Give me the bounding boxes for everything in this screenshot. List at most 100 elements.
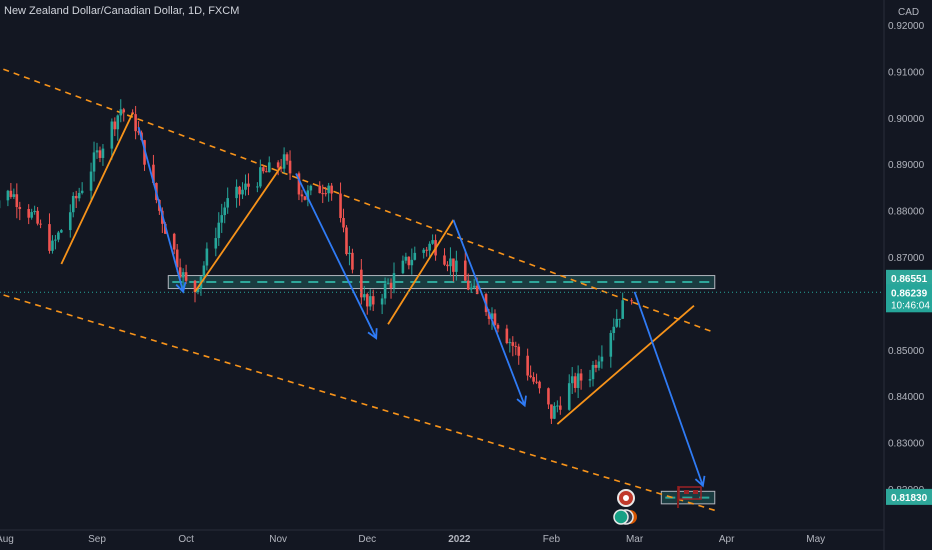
y-tick-label: 0.88000: [888, 207, 925, 218]
candle-down: [547, 388, 550, 405]
candle-up: [119, 109, 123, 116]
candle-up: [449, 258, 452, 267]
y-tick-label: 0.83000: [888, 439, 925, 450]
swing-down-arrow-head: [516, 395, 527, 408]
candle-down: [247, 183, 250, 187]
candle-down: [36, 210, 39, 224]
candle-down: [526, 355, 529, 376]
candle-down: [360, 269, 363, 298]
candle-up: [567, 383, 571, 410]
candle-up: [327, 185, 330, 194]
candle-down: [342, 218, 345, 228]
candle-up: [110, 121, 114, 149]
swing-up-line: [387, 219, 455, 325]
candle-up: [455, 260, 458, 272]
candle-up: [223, 207, 227, 216]
y-tick-label: 0.89000: [888, 160, 925, 171]
candle-up: [591, 364, 595, 380]
swing-up-line: [60, 112, 134, 265]
candle-up: [30, 212, 33, 218]
candle-up: [618, 318, 622, 320]
swing-down-arrow: [137, 126, 184, 293]
swing-down-arrow-head: [694, 475, 706, 488]
candle-down: [262, 167, 265, 172]
candle-down: [594, 364, 598, 368]
event-icons: [613, 489, 637, 525]
candle-down: [529, 375, 532, 378]
candle-up: [60, 230, 63, 233]
candle-up: [401, 260, 405, 274]
candle-up: [71, 195, 75, 213]
candle-up: [202, 265, 206, 277]
currency-label: CAD: [898, 7, 919, 18]
candle-up: [309, 185, 313, 191]
x-tick-label: Oct: [178, 534, 194, 545]
candle-up: [235, 186, 238, 199]
candle-down: [630, 300, 633, 302]
candle-down: [365, 294, 369, 307]
candle-down: [511, 342, 515, 346]
swing-down-arrow: [295, 173, 377, 339]
candle-up: [556, 405, 559, 407]
candle-down: [39, 223, 42, 225]
candle-down: [288, 160, 292, 174]
candle-up: [95, 150, 99, 153]
candle-down: [184, 272, 188, 281]
candle-down: [74, 195, 78, 199]
candle-up: [220, 215, 224, 223]
candle-down: [535, 381, 538, 383]
candle-up: [431, 240, 434, 244]
candle-up: [588, 379, 592, 381]
candle-down: [505, 328, 509, 344]
y-tick-label: 0.87000: [888, 253, 925, 264]
swing-down-arrow: [633, 291, 704, 487]
y-tick-label: 0.90000: [888, 114, 925, 125]
countdown-label: 10:46:04: [891, 300, 930, 311]
candle-down: [48, 224, 51, 251]
y-tick-label: 0.91000: [888, 67, 925, 78]
candle-down: [345, 227, 348, 255]
candle-up: [92, 152, 96, 172]
candle-down: [371, 296, 375, 305]
candle-up: [33, 210, 36, 213]
candle-up: [205, 248, 209, 266]
candle-up: [259, 167, 262, 187]
candle-down: [178, 267, 182, 278]
candle-down: [113, 121, 117, 130]
candle-up: [57, 232, 60, 240]
candle-up: [576, 373, 580, 388]
candle-down: [18, 207, 22, 210]
candle-down: [532, 377, 535, 382]
y-tick-label: 0.84000: [888, 392, 925, 403]
x-tick-label: Apr: [719, 534, 735, 545]
x-tick-label: Feb: [543, 534, 561, 545]
candle-up: [68, 212, 72, 231]
candle-up: [490, 313, 494, 319]
candle-up: [89, 171, 93, 191]
candle-up: [6, 190, 10, 201]
x-tick-label: May: [806, 534, 825, 545]
event-icon: [613, 509, 629, 525]
candle-up: [368, 296, 372, 307]
candle-down: [446, 264, 449, 267]
candle-down: [407, 256, 411, 266]
candle-down: [303, 196, 307, 200]
news-event-icon-dot: [623, 495, 629, 501]
candle-down: [98, 150, 102, 158]
candle-down: [463, 260, 467, 281]
candle-down: [297, 173, 301, 195]
candle-down: [493, 313, 497, 325]
candle-down: [134, 114, 137, 132]
candle-up: [282, 154, 286, 169]
channel-upper-line: [0, 67, 716, 334]
candle-down: [285, 154, 289, 161]
chart-title: New Zealand Dollar/Canadian Dollar, 1D, …: [4, 5, 240, 17]
candle-down: [514, 345, 518, 347]
candle-up: [386, 282, 390, 284]
candle-up: [413, 252, 417, 260]
candle-up: [469, 287, 473, 290]
candle-down: [573, 376, 577, 388]
x-tick-label: Nov: [269, 534, 287, 545]
candle-down: [276, 162, 280, 168]
